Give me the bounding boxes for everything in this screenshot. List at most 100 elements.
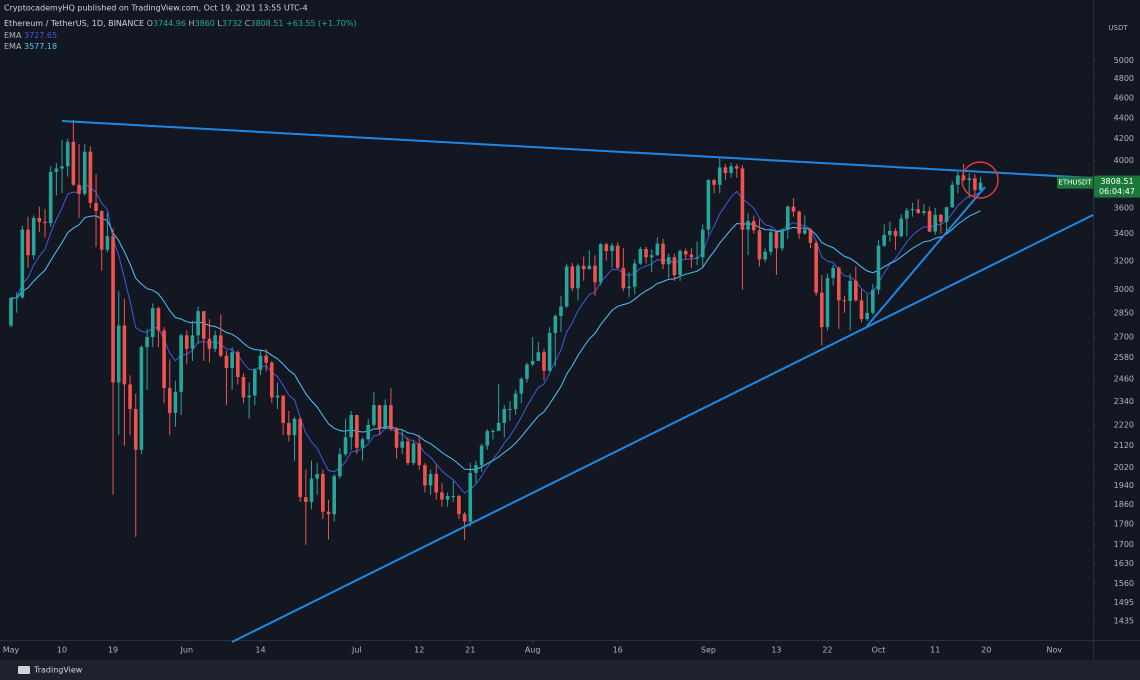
candle-body xyxy=(292,418,297,436)
candle-body xyxy=(105,236,110,250)
candle-body xyxy=(672,257,677,276)
y-tick-label: 2850 xyxy=(1114,308,1134,317)
ema-value: 3577.18 xyxy=(24,42,57,51)
candle-body xyxy=(298,418,302,498)
candle-body xyxy=(837,267,841,301)
candle-body xyxy=(389,405,393,429)
candle-body xyxy=(899,218,903,237)
candle-body xyxy=(564,266,569,307)
candle-body xyxy=(502,409,507,423)
candle-body xyxy=(508,409,512,411)
candle-body xyxy=(854,280,858,301)
candle-body xyxy=(768,232,773,252)
candle-body xyxy=(26,229,30,256)
ohlc-value: 3732 xyxy=(222,19,242,28)
candle-body xyxy=(60,166,64,169)
candle-body xyxy=(332,476,336,515)
candle-body xyxy=(922,211,926,213)
price-box xyxy=(1094,175,1140,198)
publisher-line: CryptocademyHQ published on TradingView.… xyxy=(4,4,308,13)
candle-body xyxy=(372,405,376,425)
candle-body xyxy=(218,335,223,356)
candle-body xyxy=(258,355,263,370)
x-tick-label: 16 xyxy=(613,646,623,655)
candle-body xyxy=(797,211,801,234)
candle-body xyxy=(54,168,59,172)
candle-body xyxy=(763,251,767,260)
candle-body xyxy=(842,300,847,302)
candle-body xyxy=(99,211,104,250)
candle-body xyxy=(519,378,524,394)
candle-body xyxy=(43,221,47,224)
candle-body xyxy=(309,478,314,502)
y-tick-label: 4800 xyxy=(1114,74,1134,83)
trendline xyxy=(866,186,986,327)
candle-body xyxy=(876,245,881,290)
candle-body xyxy=(638,248,643,264)
candle-body xyxy=(94,202,98,212)
y-tick-label: 1630 xyxy=(1114,559,1134,568)
candle-body xyxy=(31,217,36,256)
candle-body xyxy=(162,330,166,389)
candle-body xyxy=(355,414,359,448)
ema-line xyxy=(11,210,981,471)
candle-body xyxy=(649,255,654,258)
y-tick-label: 1495 xyxy=(1114,598,1134,607)
y-tick-label: 3200 xyxy=(1114,256,1134,265)
candle-body xyxy=(927,211,932,232)
candle-body xyxy=(201,311,206,339)
highlight-circle xyxy=(961,161,999,199)
candle-body xyxy=(360,439,365,448)
candle-body xyxy=(241,377,246,398)
x-tick-label: 14 xyxy=(255,646,265,655)
candle-body xyxy=(593,265,597,283)
legend-line: Ethereum / TetherUS, 1D, BINANCE O3744.9… xyxy=(4,19,357,28)
candle-body xyxy=(848,280,852,302)
x-tick-label: Nov xyxy=(1046,646,1062,655)
candle-body xyxy=(139,347,144,450)
candle-body xyxy=(485,431,490,446)
y-tick-label: 3400 xyxy=(1114,229,1134,238)
candle-body xyxy=(451,495,456,497)
candle-body xyxy=(122,325,127,385)
ohlc-label: C xyxy=(245,19,251,28)
y-tick-label: 1780 xyxy=(1114,520,1134,529)
candle-body xyxy=(542,352,546,371)
candle-body xyxy=(394,428,399,448)
candle-body xyxy=(536,352,541,361)
candle-body xyxy=(338,454,342,477)
candle-body xyxy=(559,306,563,316)
candle-body xyxy=(734,166,739,169)
x-tick-label: Jun xyxy=(180,646,194,655)
candle-body xyxy=(275,395,280,398)
y-tick-label: 1560 xyxy=(1114,579,1134,588)
candle-body xyxy=(689,254,694,258)
y-tick-label: 3000 xyxy=(1114,285,1134,294)
candle-body xyxy=(236,352,240,378)
candle-body xyxy=(632,263,637,287)
candle-body xyxy=(576,265,580,289)
candle-body xyxy=(315,474,319,479)
footer-logo: TradingView xyxy=(33,666,83,675)
ohlc-value: 3860 xyxy=(195,19,215,28)
candle-body xyxy=(207,338,212,349)
candle-body xyxy=(746,221,750,230)
ema-label: EMA xyxy=(4,42,22,51)
candle-body xyxy=(831,267,835,278)
candle-body xyxy=(173,391,178,413)
candle-body xyxy=(627,286,631,289)
candle-body xyxy=(655,243,660,256)
y-tick-label: 2120 xyxy=(1114,441,1134,450)
ema-label: EMA xyxy=(4,31,22,40)
candle-body xyxy=(349,414,353,438)
x-tick-label: 21 xyxy=(465,646,475,655)
ema-legend: EMA 3727.65 xyxy=(4,31,57,40)
candle-body xyxy=(479,445,484,466)
ema-legend: EMA 3577.18 xyxy=(4,42,57,51)
candle-body xyxy=(281,395,285,423)
candle-body xyxy=(825,277,830,328)
y-tick-label: 5000 xyxy=(1114,56,1134,65)
candle-body xyxy=(871,289,875,313)
candle-body xyxy=(156,308,161,331)
